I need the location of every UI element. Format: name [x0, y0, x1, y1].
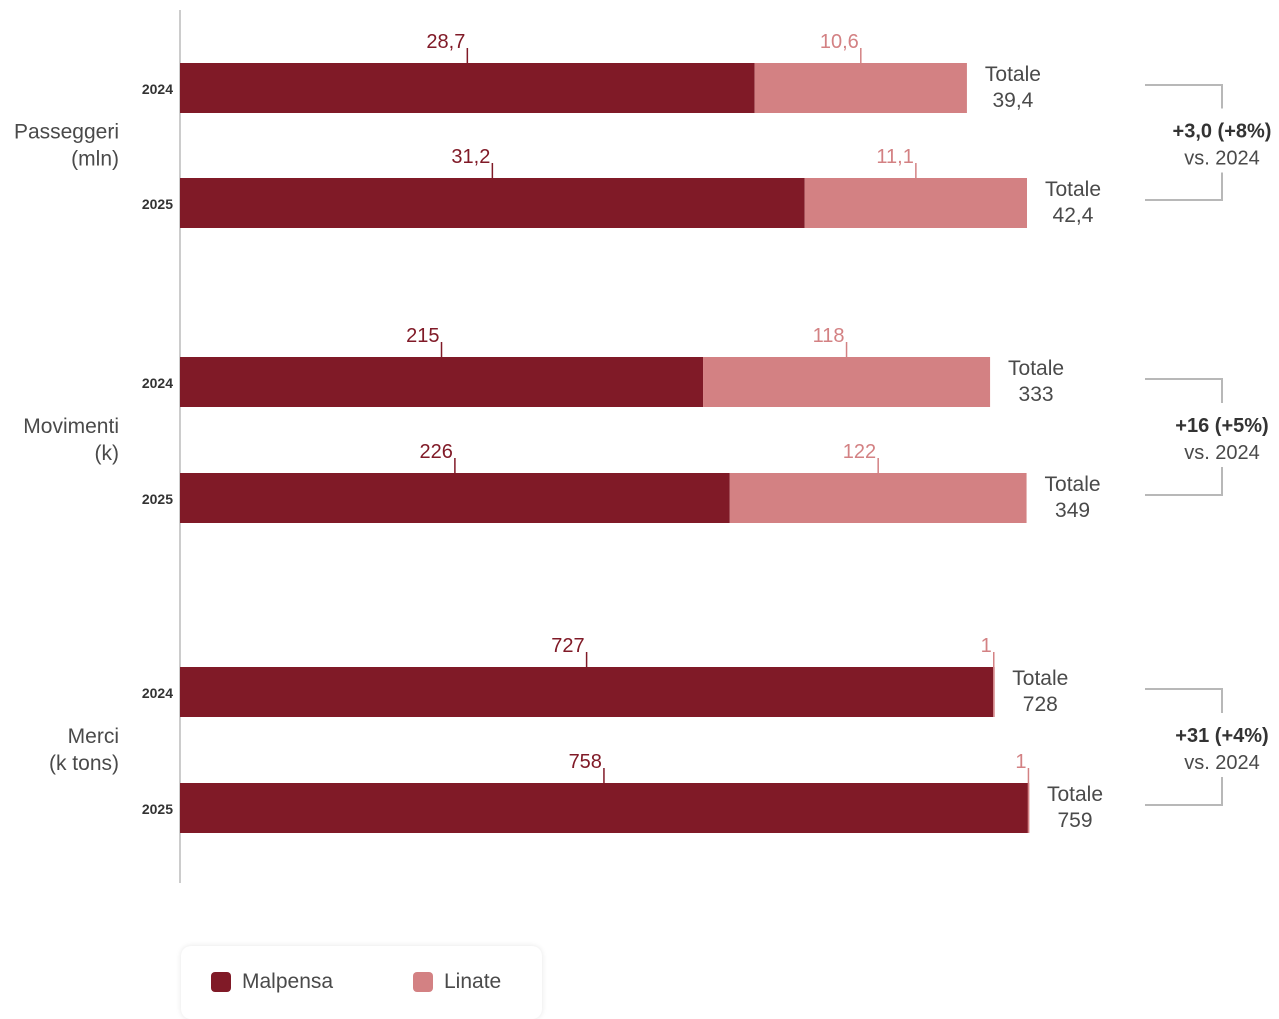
linate-value-label: 118: [813, 325, 845, 347]
category-unit-movimenti: (k): [95, 442, 120, 465]
total-value: 333: [1019, 383, 1054, 406]
chart-legend: Malpensa Linate: [181, 946, 542, 1019]
linate-value-label: 122: [843, 441, 876, 463]
year-label-2024: 2024: [142, 685, 173, 701]
total-label: Totale: [1045, 178, 1101, 201]
category-label-movimenti: Movimenti: [23, 415, 119, 438]
year-label-2024: 2024: [142, 81, 173, 97]
legend-item-malpensa: Malpensa: [211, 970, 333, 994]
bar-malpensa-movimenti-2024: [180, 357, 704, 407]
legend-swatch-malpensa: [211, 972, 231, 992]
year-label-2025: 2025: [142, 491, 173, 507]
bar-linate-movimenti-2024: [703, 357, 991, 407]
legend-item-linate: Linate: [413, 970, 501, 994]
bar-linate-merci-2024: [993, 667, 995, 717]
malpensa-value-label: 226: [420, 441, 453, 463]
linate-value-label: 10,6: [820, 31, 859, 53]
year-label-2024: 2024: [142, 375, 173, 391]
year-label-2025: 2025: [142, 196, 173, 212]
total-label: Totale: [1047, 783, 1103, 806]
malpensa-value-label: 28,7: [426, 31, 465, 53]
bar-linate-movimenti-2025: [729, 473, 1027, 523]
bar-malpensa-movimenti-2025: [180, 473, 730, 523]
category-label-passeggeri: Passeggeri: [14, 121, 119, 144]
delta-value: +16 (+5%): [1175, 415, 1268, 437]
delta-reference: vs. 2024: [1184, 442, 1260, 464]
total-label: Totale: [985, 63, 1041, 86]
bar-linate-passeggeri-2025: [804, 178, 1027, 228]
bar-malpensa-merci-2024: [180, 667, 994, 717]
legend-label-linate: Linate: [444, 970, 502, 993]
bar-linate-passeggeri-2024: [754, 63, 967, 113]
total-value: 349: [1055, 499, 1090, 522]
total-value: 42,4: [1053, 204, 1094, 227]
linate-value-label: 1: [1015, 751, 1026, 773]
linate-value-label: 1: [981, 635, 992, 657]
bar-malpensa-merci-2025: [180, 783, 1028, 833]
total-value: 728: [1023, 693, 1058, 716]
linate-value-label: 11,1: [876, 146, 913, 168]
delta-value: +3,0 (+8%): [1173, 121, 1272, 143]
bar-linate-merci-2025: [1027, 783, 1030, 833]
total-value: 39,4: [992, 89, 1033, 112]
delta-backdrop: [1160, 403, 1279, 467]
category-label-merci: Merci: [68, 725, 119, 748]
malpensa-value-label: 215: [406, 325, 439, 347]
bar-malpensa-passeggeri-2024: [180, 63, 755, 113]
category-unit-passeggeri: (mln): [71, 148, 119, 171]
total-label: Totale: [1012, 667, 1068, 690]
total-label: Totale: [1045, 473, 1101, 496]
malpensa-value-label: 31,2: [451, 146, 490, 168]
category-unit-merci: (k tons): [49, 752, 119, 775]
delta-backdrop: [1160, 108, 1279, 173]
legend-swatch-linate: [413, 972, 433, 992]
delta-value: +31 (+4%): [1175, 725, 1268, 747]
delta-reference: vs. 2024: [1184, 148, 1260, 170]
delta-reference: vs. 2024: [1184, 752, 1260, 774]
malpensa-value-label: 727: [551, 635, 584, 657]
legend-label-malpensa: Malpensa: [242, 970, 334, 993]
bar-malpensa-passeggeri-2025: [180, 178, 805, 228]
total-label: Totale: [1008, 357, 1064, 380]
malpensa-value-label: 758: [569, 751, 602, 773]
total-value: 759: [1057, 809, 1092, 832]
delta-backdrop: [1160, 713, 1279, 777]
year-label-2025: 2025: [142, 801, 173, 817]
